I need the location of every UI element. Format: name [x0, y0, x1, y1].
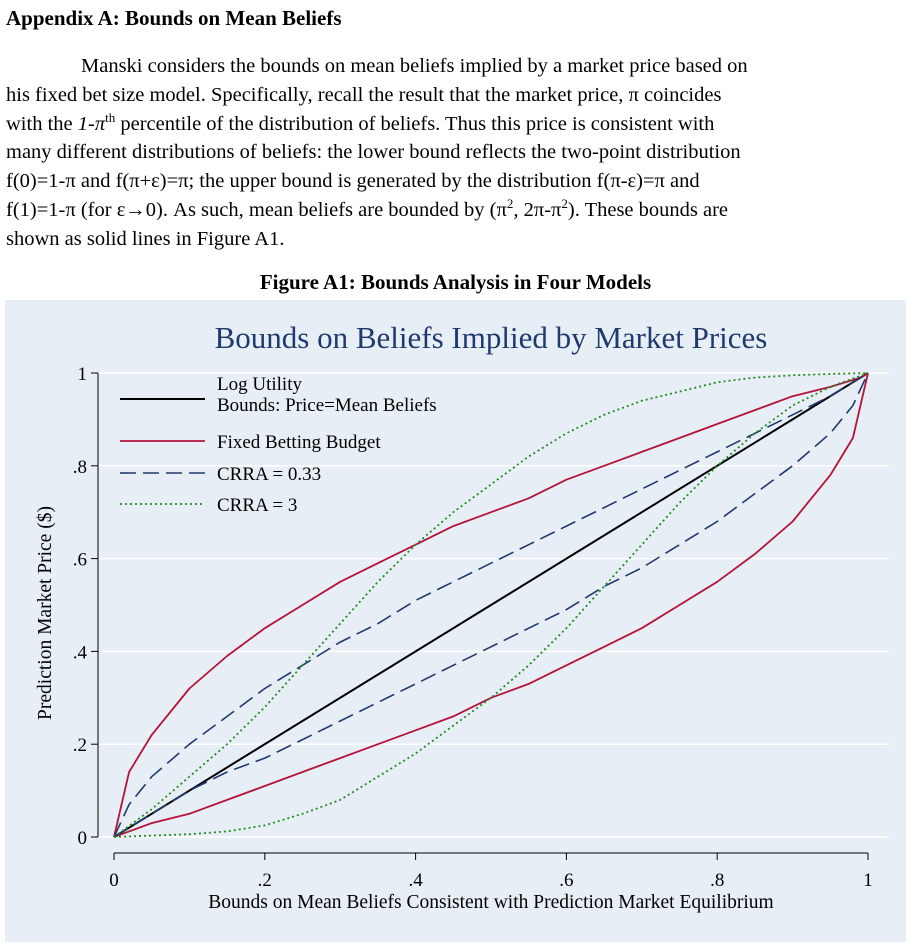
appendix-heading: Appendix A: Bounds on Mean Beliefs	[6, 6, 342, 30]
y-tick-label-5: 1	[78, 364, 88, 385]
paragraph-line-5: f(0)=1-π and f(π+ε)=π; the upper bound i…	[6, 170, 700, 193]
y-axis-label: Prediction Market Price ($)	[35, 506, 56, 720]
x-axis-label: Bounds on Mean Beliefs Consistent with P…	[208, 892, 773, 913]
chart-panel: 0 .2 .4 .6 .8 1 0 .2 .4 .6 .8 1 Log Utility Bounds: …	[5, 300, 906, 942]
y-tick-label-4: .8	[73, 457, 87, 478]
legend-label-crra-3: CRRA = 3	[217, 495, 297, 516]
paragraph-line-3: with the 1-πth percentile of the distrib…	[6, 109, 715, 135]
series-line-crra-3-lower	[113, 372, 869, 838]
grid-lines	[98, 372, 889, 838]
paragraph-line-7: shown as solid lines in Figure A1.	[6, 227, 285, 250]
series-line-log-utility	[113, 372, 869, 838]
x-tick-label-4: .8	[710, 870, 724, 891]
legend-label-fixed-betting-budget: Fixed Betting Budget	[217, 432, 381, 453]
plot-area	[98, 365, 889, 849]
axes: 0 .2 .4 .6 .8 1 0 .2 .4 .6 .8 1	[73, 364, 873, 891]
x-tick-label-5: 1	[863, 870, 873, 891]
paragraph-line-2: his fixed bet size model. Specifically, …	[6, 83, 722, 106]
bounds-chart: 0 .2 .4 .6 .8 1 0 .2 .4 .6 .8 1 Log UtilityBounds: …	[35, 320, 889, 913]
y-tick-label-3: .6	[73, 550, 87, 571]
paragraph-line-1: Manski considers the bounds on mean beli…	[81, 55, 748, 77]
series-line-fixed-betting-budget-lower	[113, 372, 869, 838]
series-lines	[113, 372, 869, 838]
x-tick-label-1: .2	[258, 870, 272, 891]
appendix-paragraph: Manski considers the bounds on mean beli…	[6, 52, 906, 254]
series-line-crra-0-33-upper	[113, 372, 869, 838]
y-tick-label-2: .4	[73, 642, 88, 663]
paragraph-line-6: f(1)=1-π (for ε→0). As such, mean belief…	[6, 196, 729, 221]
y-tick-label-1: .2	[73, 735, 87, 756]
legend-label-log-utility: Log Utility	[217, 374, 302, 395]
series-line-fixed-betting-budget-upper	[113, 372, 869, 838]
x-tick-label-3: .6	[559, 870, 573, 891]
legend-label-log-utility-2: Bounds: Price=Mean Beliefs	[217, 395, 437, 416]
legend-label-crra-0-33: CRRA = 0.33	[217, 464, 321, 485]
paragraph-line-4: many different distributions of beliefs:…	[6, 141, 741, 164]
series-line-crra-0-33-lower	[113, 372, 869, 838]
y-tick-label-0: 0	[78, 828, 88, 849]
figure-caption: Figure A1: Bounds Analysis in Four Model…	[259, 270, 652, 294]
x-tick-label-0: 0	[109, 870, 119, 891]
x-tick-label-2: .4	[408, 870, 423, 891]
chart-title: Bounds on Beliefs Implied by Market Pric…	[215, 320, 768, 355]
